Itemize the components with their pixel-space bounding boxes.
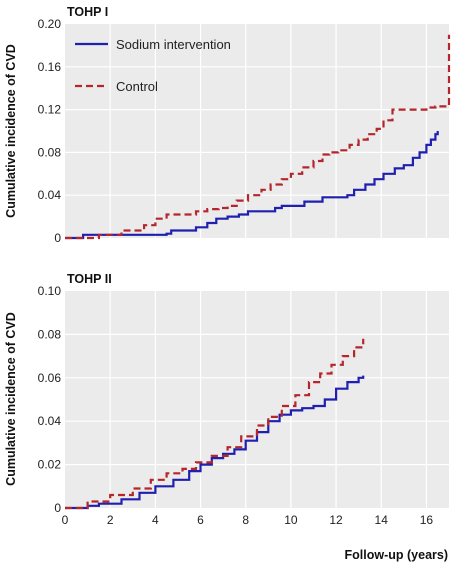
plot-area-tohp-2 [65,291,449,508]
y-axis-label-tohp-1: Cumulative incidence of CVD [4,44,18,218]
y-tick-label: 0.08 [38,145,62,159]
x-tick-label: 12 [329,513,343,527]
y-tick-label: 0.16 [38,60,62,74]
y-tick-label: 0.04 [38,414,62,428]
x-tick-label: 8 [242,513,249,527]
y-tick-label: 0.08 [38,327,62,341]
y-tick-label: 0 [54,501,61,515]
y-tick-label: 0.12 [38,103,62,117]
y-tick-label: 0.06 [38,371,62,385]
sodium-series-line-tohp-2 [65,375,365,510]
series-lines-tohp-2 [65,338,365,510]
x-tick-label: 16 [420,513,434,527]
y-axis-label-tohp-2: Cumulative incidence of CVD [4,312,18,486]
panel-tohp-2: TOHP II Cumulative incidence of CVD 0 0.0… [4,272,449,562]
legend: Sodium intervention Control [75,37,231,94]
y-tick-label: 0.20 [38,17,62,31]
control-series-line-tohp-1 [65,34,451,240]
y-tick-label: 0 [54,231,61,245]
y-tick-label: 0.04 [38,188,62,202]
series-lines-tohp-1 [65,34,451,240]
sodium-series-line-tohp-1 [65,131,439,240]
x-tick-label: 6 [197,513,204,527]
gridlines-tohp-1 [65,24,449,238]
x-tick-label: 4 [152,513,159,527]
x-tick-label: 2 [107,513,114,527]
panel-title-tohp-1: TOHP I [67,5,108,19]
y-tick-label: 0.02 [38,458,62,472]
x-tick-labels: 0 2 4 6 8 10 12 14 16 [62,513,434,527]
legend-control-label: Control [116,79,158,94]
panel-tohp-1: TOHP I Cumulative incidence of CVD 0 0.04… [4,5,451,245]
x-axis-label: Follow-up (years) [345,548,448,562]
gridlines-tohp-2 [65,291,449,508]
y-tick-labels-tohp-1: 0 0.04 0.08 0.12 0.16 0.20 [38,17,62,245]
plot-area-tohp-1 [65,24,449,238]
x-tick-label: 10 [284,513,298,527]
x-tick-label: 14 [375,513,389,527]
y-tick-labels-tohp-2: 0 0.02 0.04 0.06 0.08 0.10 [38,284,62,515]
control-series-line-tohp-2 [65,338,365,510]
panel-title-tohp-2: TOHP II [67,272,112,286]
x-tick-label: 0 [62,513,69,527]
legend-sodium-label: Sodium intervention [116,37,231,52]
y-tick-label: 0.10 [38,284,62,298]
